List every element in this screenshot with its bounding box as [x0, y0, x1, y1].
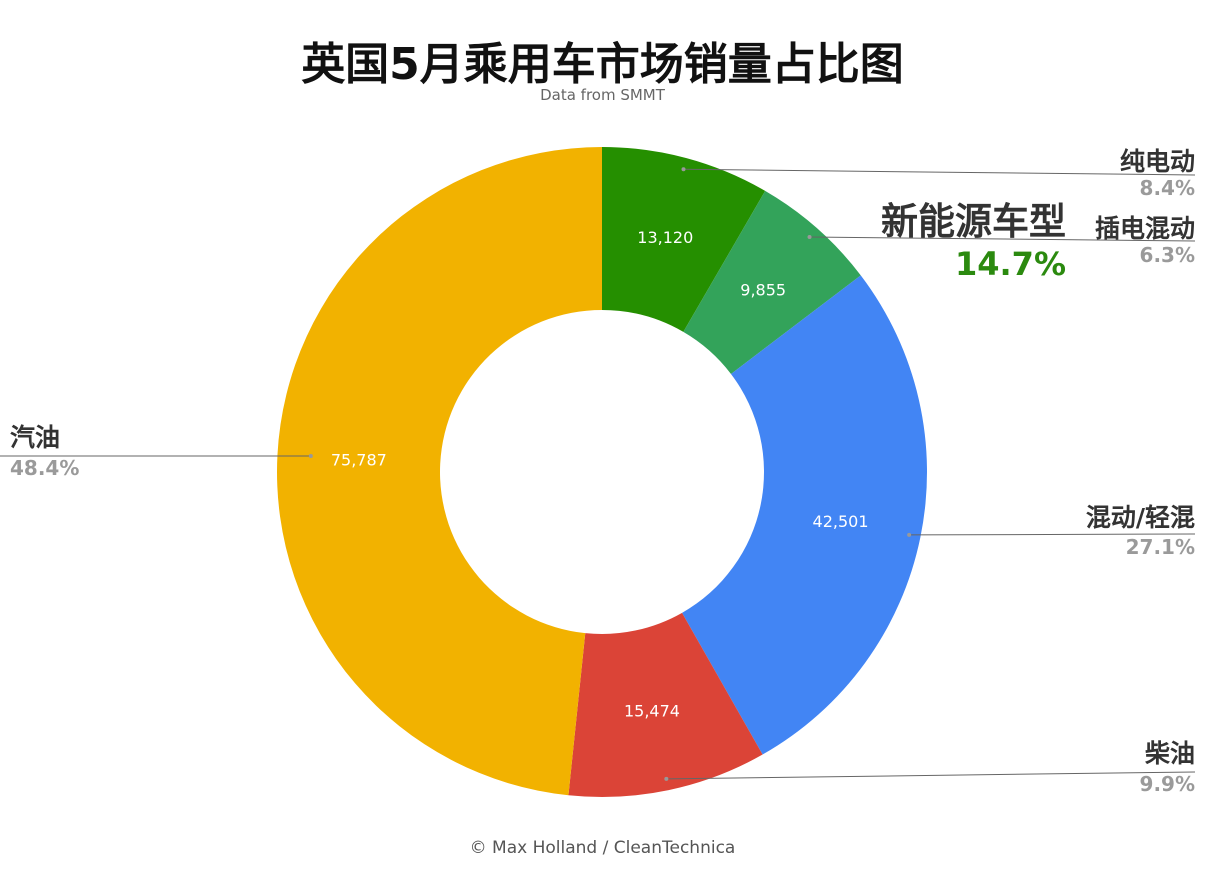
value-label-3: 15,474 [624, 701, 680, 720]
slice-4[interactable] [276, 147, 602, 796]
value-label-2: 42,501 [813, 512, 869, 531]
leader-line-1 [809, 236, 1196, 242]
leader-dot-2 [907, 532, 912, 537]
percent-label-2: 27.1% [1126, 535, 1195, 559]
percent-label-3: 9.9% [1140, 772, 1195, 796]
percent-label-4: 48.4% [10, 456, 79, 480]
chart-subtitle: Data from SMMT [540, 86, 665, 104]
category-label--: 插电混动 [1095, 214, 1195, 243]
leader-dot-1 [807, 235, 812, 240]
value-label-4: 75,787 [331, 450, 387, 469]
leader-dot-0 [681, 167, 686, 172]
category-label--: 柴油 [1145, 739, 1195, 768]
nev-annotation-percent: 14.7% [955, 245, 1066, 283]
slice-3[interactable] [568, 612, 763, 797]
category-label--: 混动/轻混 [1086, 503, 1195, 532]
leader-dot-3 [664, 776, 669, 781]
nev-annotation-label: 新能源车型 [881, 200, 1066, 243]
category-label--: 纯电动 [1120, 147, 1195, 176]
value-label-0: 13,120 [637, 228, 693, 247]
chart-credit: © Max Holland / CleanTechnica [469, 838, 736, 858]
category-label--: 汽油 [10, 423, 60, 452]
value-label-1: 9,855 [740, 280, 786, 299]
percent-label-1: 6.3% [1140, 243, 1195, 267]
leader-dot-4 [308, 454, 313, 458]
leader-line-3 [666, 771, 1196, 780]
slice-2[interactable] [682, 275, 927, 755]
chart-title: 英国5月乘用车市场销量占比图 [301, 39, 904, 90]
percent-label-0: 8.4% [1140, 176, 1195, 200]
leader-line-0 [683, 168, 1196, 176]
slice-0[interactable] [602, 147, 766, 332]
leader-line-2 [909, 533, 1196, 536]
